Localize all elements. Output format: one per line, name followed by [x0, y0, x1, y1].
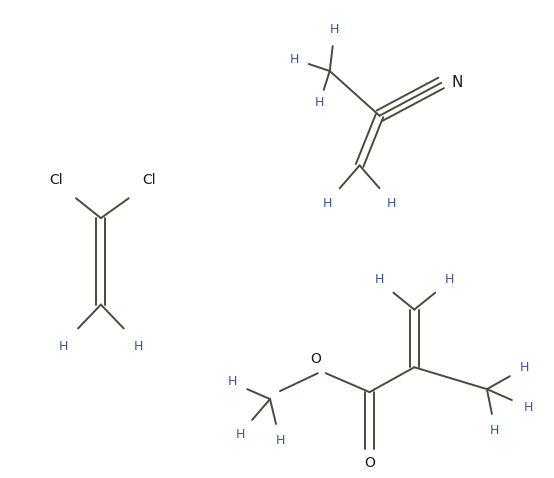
Text: Cl: Cl: [49, 174, 63, 187]
Text: H: H: [330, 23, 340, 36]
Text: H: H: [323, 197, 332, 210]
Text: H: H: [520, 361, 530, 374]
Text: H: H: [524, 401, 534, 413]
Text: H: H: [275, 435, 285, 447]
Text: H: H: [444, 273, 454, 286]
Text: H: H: [228, 375, 237, 388]
Text: H: H: [490, 424, 500, 437]
Text: H: H: [58, 340, 68, 353]
Text: H: H: [134, 340, 143, 353]
Text: H: H: [387, 197, 396, 210]
Text: H: H: [315, 96, 325, 109]
Text: H: H: [375, 273, 384, 286]
Text: H: H: [235, 428, 245, 441]
Text: O: O: [310, 352, 321, 366]
Text: O: O: [364, 456, 375, 470]
Text: Cl: Cl: [142, 174, 156, 187]
Text: H: H: [290, 53, 300, 65]
Text: N: N: [451, 76, 463, 90]
